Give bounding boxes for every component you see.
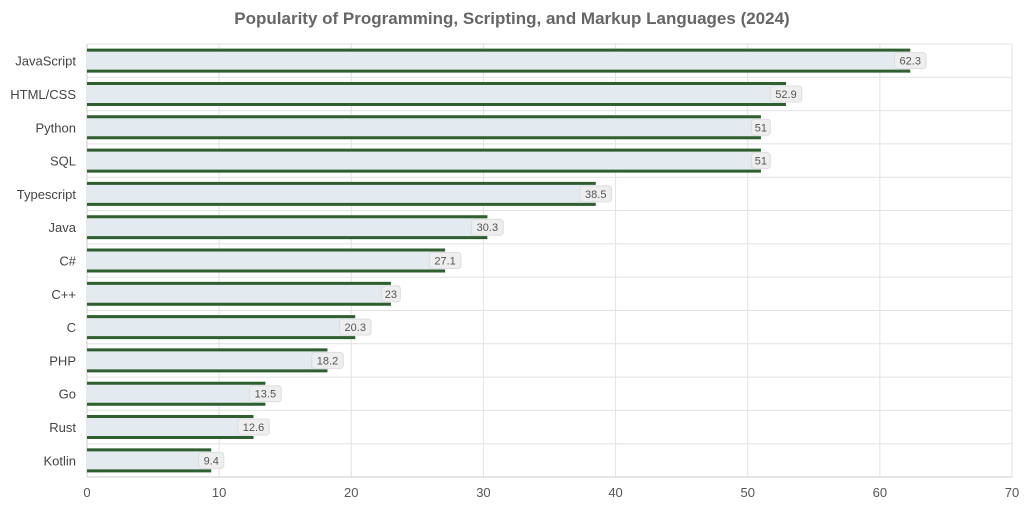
category-label: Kotlin: [43, 453, 76, 468]
data-label: 18.2: [317, 355, 338, 367]
bar: [87, 215, 488, 240]
data-label: 51: [755, 122, 767, 134]
category-label: C#: [59, 254, 76, 269]
chart-title: Popularity of Programming, Scripting, an…: [234, 9, 790, 28]
category-label: Python: [36, 120, 76, 135]
x-tick-label: 50: [740, 485, 754, 500]
data-label: 38.5: [585, 189, 606, 201]
data-label: 62.3: [900, 56, 921, 68]
data-label-box: [381, 285, 401, 303]
category-label: HTML/CSS: [10, 87, 76, 102]
data-label-box: [237, 418, 270, 436]
data-label-box: [893, 52, 927, 70]
data-label: 30.3: [477, 222, 498, 234]
bar: [87, 381, 266, 406]
bar: [87, 415, 254, 440]
data-label-box: [751, 152, 771, 170]
bar: [87, 81, 787, 106]
x-tick-label: 40: [608, 485, 622, 500]
bar: [87, 281, 391, 306]
x-tick-label: 20: [344, 485, 358, 500]
x-tick-label: 10: [212, 485, 226, 500]
data-label-box: [249, 385, 282, 403]
data-label: 23: [385, 289, 397, 301]
data-label: 27.1: [434, 256, 455, 268]
x-tick-label: 0: [83, 485, 90, 500]
data-label-box: [198, 451, 225, 469]
category-label: Go: [59, 387, 76, 402]
data-label-box: [579, 185, 613, 203]
data-label: 12.6: [243, 422, 264, 434]
data-label: 52.9: [775, 89, 796, 101]
data-label: 51: [755, 156, 767, 168]
bar: [87, 348, 328, 373]
category-label: SQL: [50, 154, 76, 169]
category-label: Rust: [49, 420, 76, 435]
data-label-box: [311, 351, 344, 369]
data-label: 20.3: [345, 322, 366, 334]
data-label-box: [338, 318, 372, 336]
data-label: 9.4: [204, 455, 219, 467]
category-label: Java: [49, 220, 77, 235]
data-label-box: [471, 218, 504, 236]
category-label: C: [67, 320, 76, 335]
bar: [87, 248, 446, 273]
category-label: Typescript: [17, 187, 77, 202]
category-label: JavaScript: [15, 54, 76, 69]
data-label-box: [428, 252, 462, 269]
bar: [87, 48, 911, 73]
data-label-box: [769, 85, 803, 103]
bar: [87, 148, 761, 173]
bar: [87, 115, 761, 140]
x-tick-label: 60: [873, 485, 887, 500]
x-tick-label: 30: [476, 485, 490, 500]
bar: [87, 448, 212, 473]
data-label-box: [751, 118, 771, 136]
category-label: PHP: [49, 353, 76, 368]
x-tick-label: 70: [1005, 485, 1019, 500]
category-label: C++: [51, 287, 76, 302]
data-label: 13.5: [255, 389, 276, 401]
bar: [87, 181, 596, 206]
bar: [87, 315, 356, 340]
